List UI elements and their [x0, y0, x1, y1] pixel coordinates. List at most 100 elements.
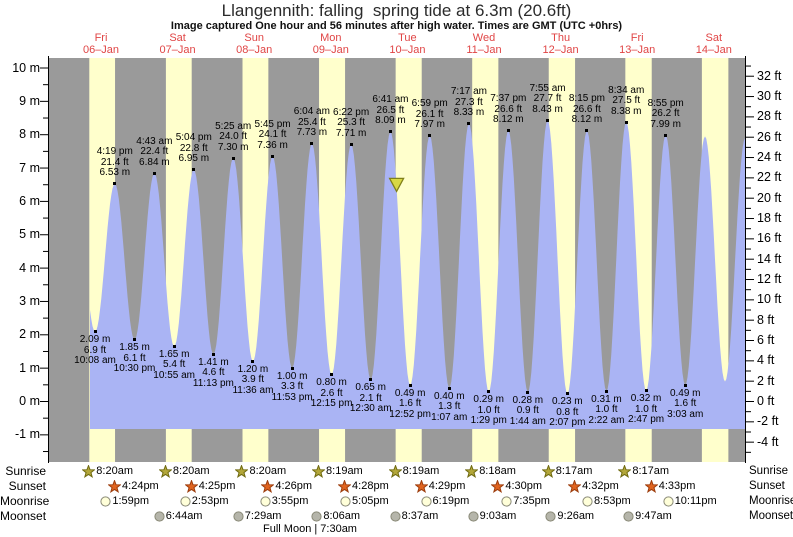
day-date: 07–Jan	[159, 44, 196, 56]
tide-event-dot	[251, 359, 255, 363]
annotation-line: 1.0 ft	[634, 403, 658, 415]
annotation-line: 6:59 pm	[411, 98, 448, 110]
day-label: Sat 07–Jan	[143, 32, 213, 56]
day-date: 13–Jan	[619, 44, 656, 56]
annotation-line: 24.0 ft	[219, 131, 248, 143]
annotation-line: 0.31 m	[591, 393, 622, 405]
tide-event-dot	[546, 118, 550, 122]
moonset-entry: 8:37am	[389, 509, 438, 523]
day-weekday: Sat	[705, 32, 723, 44]
moonset-time: 7:29am	[244, 510, 282, 522]
y-axis-label-m: 10 m	[12, 60, 40, 75]
day-date: 06–Jan	[82, 44, 120, 56]
moonset-entry: 9:03am	[467, 509, 516, 523]
high-tide-annotation: 7:17 am 27.3 ft 8.33 m	[451, 87, 487, 119]
day-weekday: Tue	[398, 32, 417, 44]
annotation-line: 5.4 ft	[163, 359, 186, 371]
tide-event-dot	[428, 134, 432, 138]
y-axis-label-m: 6 m	[19, 193, 40, 208]
annotation-line: 0.40 m	[433, 390, 465, 402]
annotation-line: 1:44 am	[509, 415, 546, 427]
sunrise-time: 8:20am	[249, 465, 287, 477]
annotation-line: 7.36 m	[257, 139, 288, 151]
tide-event-dot	[447, 386, 451, 390]
moonrise-entry: 3:55pm	[260, 494, 308, 508]
tide-event-dot	[231, 156, 235, 160]
tide-event-dot	[172, 344, 176, 348]
sunrise-entry: 8:20am	[158, 464, 210, 478]
sunset-entry: 4:26pm	[261, 479, 312, 493]
annotation-line: 24.1 ft	[258, 129, 287, 141]
high-tide-annotation: 6:04 am 25.4 ft 7.73 m	[294, 107, 330, 139]
annotation-line: 7.73 m	[296, 127, 328, 139]
sunrise-icon	[312, 464, 326, 478]
annotation-line: 27.7 ft	[533, 93, 562, 105]
y-axis-label-ft: -2 ft	[757, 414, 779, 429]
moonset-icon	[623, 510, 634, 522]
annotation-line: 12:52 pm	[389, 408, 432, 420]
annotation-line: 1:29 pm	[470, 415, 507, 427]
tide-event-dot	[467, 122, 471, 126]
annotation-line: 11:36 am	[232, 384, 274, 396]
high-tide-annotation: 7:37 pm 26.6 ft 8.12 m	[490, 94, 526, 126]
moonset-icon	[311, 510, 322, 522]
annotation-line: 12:30 am	[349, 403, 392, 415]
moonrise-time: 5:05pm	[352, 495, 389, 507]
sunrise-entry: 8:19am	[388, 464, 439, 478]
y-axis-label-m: 4 m	[19, 260, 40, 275]
moonset-entry: 8:06am	[311, 509, 360, 523]
day-label: Fri 13–Jan	[602, 32, 672, 56]
sunset-icon	[414, 479, 428, 493]
y-axis-label-m: 3 m	[19, 293, 40, 308]
tide-event-dot	[192, 168, 196, 172]
day-label: Thu 12–Jan	[526, 32, 596, 56]
sunrise-time: 8:20am	[172, 465, 210, 477]
sunrise-icon	[388, 464, 402, 478]
annotation-line: 4:43 am	[136, 135, 173, 147]
moonset-icon	[233, 510, 244, 522]
day-label: Sat 14–Jan	[679, 32, 749, 56]
high-tide-annotation: 8:55 pm 26.2 ft 7.99 m	[648, 98, 684, 131]
moonrise-row-label-right: Moonrise	[749, 495, 793, 507]
y-axis-label-ft: 32 ft	[757, 68, 782, 83]
sunrise-row-label-left: Sunrise	[5, 464, 46, 478]
sunset-time: 4:32pm	[582, 480, 619, 492]
y-axis-label-ft: 2 ft	[757, 373, 775, 388]
sunset-icon	[338, 479, 352, 493]
y-axis-label-ft: 30 ft	[757, 89, 782, 104]
moonset-row-label-right: Moonset	[749, 510, 793, 522]
sunset-entry: 4:33pm	[644, 479, 695, 493]
moonset-entry: 6:44am	[154, 509, 202, 523]
moonrise-entry: 5:05pm	[340, 494, 389, 508]
sunset-icon	[644, 479, 658, 493]
tide-event-dot	[330, 373, 334, 377]
high-tide-annotation: 8:34 am 27.5 ft 8.38 m	[608, 85, 644, 118]
annotation-line: 27.3 ft	[455, 96, 483, 108]
moonset-time: 8:06am	[323, 510, 361, 522]
y-axis-label-ft: 12 ft	[757, 272, 782, 287]
annotation-line: 8.43 m	[532, 103, 563, 115]
moonrise-icon	[180, 495, 191, 507]
y-axis-label-ft: 28 ft	[757, 109, 782, 124]
tide-event-dot	[133, 338, 136, 342]
sunrise-icon	[541, 464, 555, 478]
annotation-line: 11:13 pm	[192, 377, 234, 389]
moonrise-icon	[260, 495, 271, 507]
annotation-line: 3.3 ft	[280, 381, 304, 393]
low-tide-annotation: 1.65 m 5.4 ft 10:55 am	[153, 349, 195, 382]
sunset-entry: 4:30pm	[491, 479, 542, 493]
day-weekday: Thu	[551, 32, 571, 44]
annotation-line: 1.0 ft	[595, 404, 618, 416]
high-tide-annotation: 5:04 pm 22.8 ft 6.95 m	[176, 133, 212, 165]
sunset-entry: 4:32pm	[568, 479, 619, 493]
tide-event-dot	[388, 130, 392, 134]
y-axis-label-ft: 18 ft	[757, 211, 782, 226]
annotation-line: 10:55 am	[153, 369, 195, 381]
annotation-line: 6.9 ft	[83, 344, 107, 356]
annotation-line: 21.4 ft	[100, 156, 129, 168]
y-axis-label-m: 8 m	[19, 127, 40, 142]
annotation-line: 27.5 ft	[612, 95, 641, 107]
annotation-line: 1:07 am	[431, 411, 468, 423]
annotation-line: 2.09 m	[79, 334, 111, 346]
y-axis-label-ft: 8 ft	[757, 312, 775, 327]
